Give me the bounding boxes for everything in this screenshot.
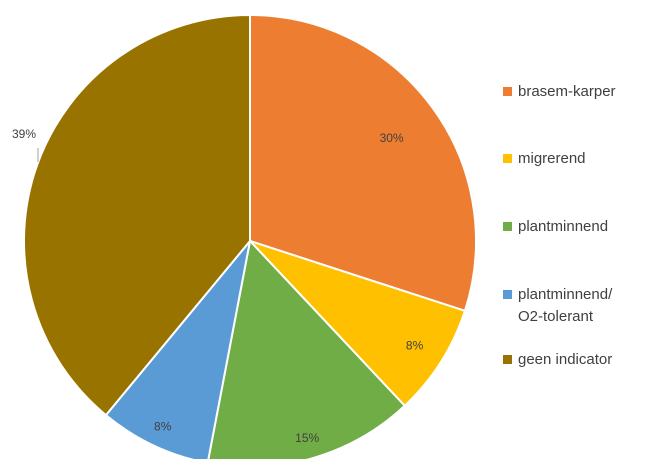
pie-data-label-2: 8% — [406, 339, 424, 353]
pie-slice-5 — [23, 13, 251, 417]
legend-swatch-2 — [503, 154, 512, 163]
pie-slice-1 — [249, 13, 477, 313]
legend-label-3: plantminnend — [518, 218, 608, 235]
legend-swatch-1 — [503, 87, 512, 96]
pie-data-label-5: 39% — [12, 127, 36, 141]
legend: brasem-karper migrerend plantminnend plantm… — [503, 83, 616, 368]
legend-swatch-5 — [503, 355, 512, 364]
pie-slices — [23, 13, 477, 459]
pie-data-label-1: 30% — [380, 131, 404, 145]
legend-swatch-4 — [503, 290, 512, 299]
pie-data-label-3: 15% — [295, 431, 319, 445]
legend-label-2: migrerend — [518, 150, 586, 167]
legend-label-1: brasem-karper — [518, 83, 616, 100]
pie-slice-3 — [207, 238, 407, 459]
pie-slice-4 — [104, 240, 251, 459]
pie-data-labels: 30% 8% 15% 8% 39% — [12, 127, 424, 445]
pie-data-label-4: 8% — [154, 420, 172, 434]
legend-label-5: geen indicator — [518, 351, 612, 368]
legend-swatch-3 — [503, 222, 512, 231]
legend-label-4: plantminnend/O2-tolerant — [518, 286, 613, 325]
pie-slice-2 — [249, 240, 467, 408]
